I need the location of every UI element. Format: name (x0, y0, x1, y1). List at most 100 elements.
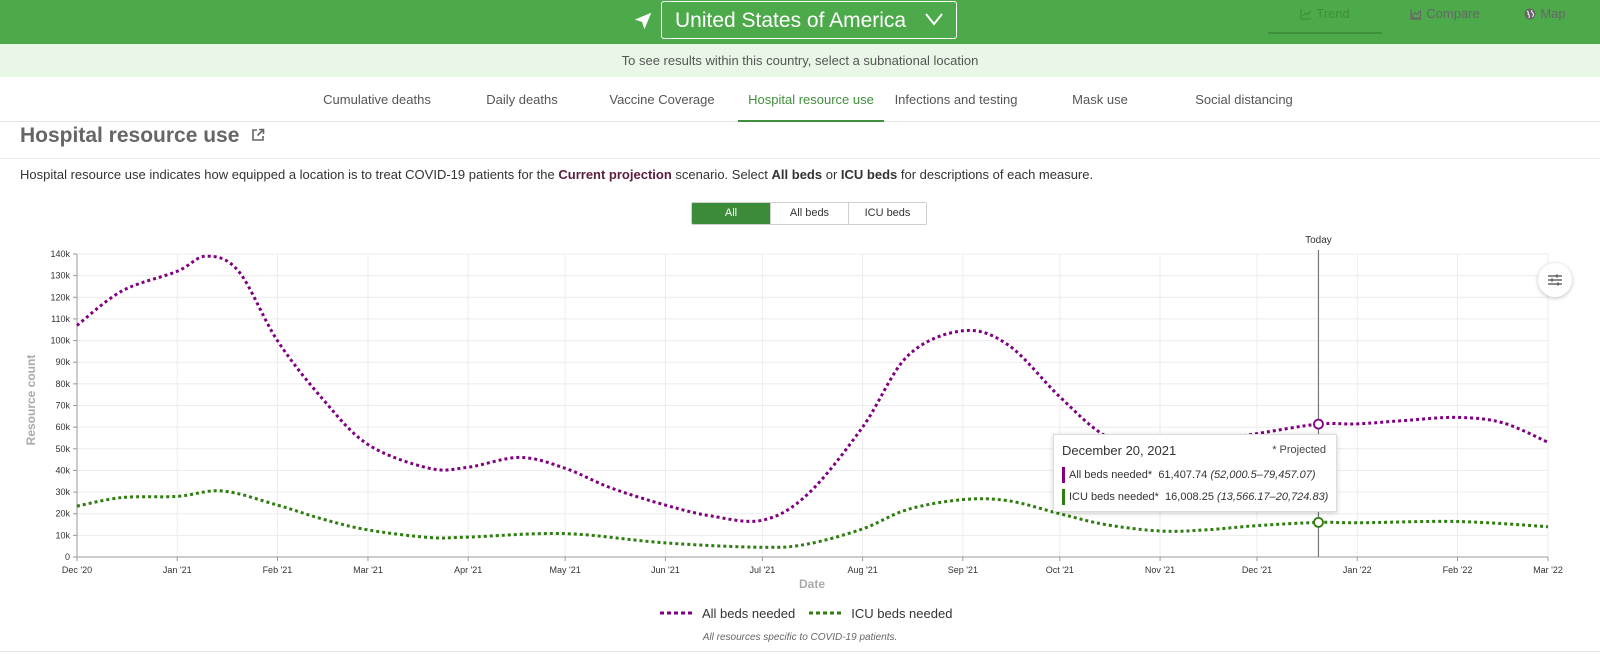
tab-infections-testing[interactable]: Infections and testing (894, 92, 1018, 107)
tooltip-row-value: 16,008.25 (1165, 491, 1214, 503)
x-tick-label: Jun '21 (651, 565, 680, 575)
view-tab-compare-label: Compare (1426, 6, 1480, 21)
x-tick-label: Nov '21 (1145, 565, 1175, 575)
legend-label: ICU beds needed (851, 605, 953, 621)
legend-label: All beds needed (702, 605, 796, 621)
y-tick-label: 10k (55, 530, 70, 540)
x-tick-label: Aug '21 (847, 565, 877, 575)
view-tab-trend[interactable]: Trend (1268, 0, 1382, 34)
toggle-icu-beds[interactable]: ICU beds (848, 203, 926, 224)
line-chart-icon (1300, 9, 1312, 20)
desc-all-beds: All beds (771, 167, 823, 182)
y-axis: 0 10k 20k 30k 40k 50k 60k 70k 80k 90k 100k 110k 120k… (50, 249, 78, 562)
y-tick-label: 130k (50, 271, 70, 281)
desc-part-1: Hospital resource use indicates how equi… (20, 167, 555, 182)
x-axis-label: Date (799, 577, 825, 591)
toggle-all-beds[interactable]: All beds (770, 203, 848, 224)
y-tick-label: 20k (55, 509, 70, 519)
legend-swatch-all-beds (660, 611, 692, 615)
divider (0, 158, 1600, 159)
tooltip-row-range: (13,566.17–20,724.83) (1217, 491, 1329, 503)
x-tick-label: Sep '21 (948, 565, 978, 575)
view-tab-compare[interactable]: Compare (1390, 0, 1500, 34)
legend-item-all-beds[interactable]: All beds needed (660, 604, 795, 622)
y-tick-label: 60k (55, 422, 70, 432)
page-title: Hospital resource use (20, 124, 240, 147)
location-select[interactable]: United States of America (661, 1, 957, 39)
toggle-all[interactable]: All (692, 203, 770, 224)
description: Hospital resource use indicates how equi… (20, 167, 1093, 182)
y-tick-label: 110k (51, 314, 70, 324)
tooltip-row-all-beds: All beds needed* 61,407.74 (52,000.5–79,… (1062, 467, 1316, 483)
view-tab-trend-label: Trend (1316, 6, 1350, 21)
tab-hospital-resource-use[interactable]: Hospital resource use (738, 80, 884, 122)
desc-part-3: for descriptions of each measure. (900, 167, 1094, 182)
tooltip-swatch (1062, 467, 1065, 483)
area-chart-icon (1410, 9, 1422, 20)
series-line-all-beds (76, 254, 1549, 523)
y-axis-label: Resource count (24, 355, 38, 446)
tooltip-row-value: 61,407.74 (1158, 469, 1208, 481)
series-line-icu-beds (76, 489, 1549, 549)
today-point (1313, 516, 1324, 528)
subnational-hint: To see results within this country, sele… (0, 44, 1600, 77)
location-select-value: United States of America (675, 9, 907, 32)
desc-icu-beds: ICU beds (840, 167, 898, 182)
y-tick-label: 50k (55, 444, 70, 454)
tab-mask-use[interactable]: Mask use (1072, 92, 1128, 107)
desc-or: or (825, 167, 838, 182)
external-link-icon[interactable] (251, 128, 265, 142)
x-tick-label: Mar '21 (353, 565, 383, 575)
x-tick-label: Oct '21 (1046, 565, 1074, 575)
y-tick-label: 70k (55, 401, 70, 411)
y-tick-label: 100k (50, 336, 70, 346)
legend-swatch-icu-beds (809, 611, 842, 615)
tooltip-projected-note: * Projected (1272, 444, 1326, 456)
x-tick-label: Feb '22 (1443, 565, 1473, 575)
tab-daily-deaths[interactable]: Daily deaths (486, 92, 558, 107)
y-tick-label: 0 (65, 552, 70, 562)
location-bar: United States of America (0, 0, 1600, 44)
tooltip-row-range: (52,000.5–79,457.07) (1210, 469, 1316, 481)
resource-chart: 0 10k 20k 30k 40k 50k 60k 70k 80k 90k 100k 110k 120k… (24, 235, 1563, 591)
tab-cumulative-deaths[interactable]: Cumulative deaths (323, 92, 431, 107)
x-tick-label: Dec '21 (1242, 565, 1272, 575)
x-tick-label: Mar '22 (1533, 565, 1563, 575)
legend: All beds needed ICU beds needed (660, 604, 966, 622)
measure-toggle: All All beds ICU beds (691, 202, 927, 225)
tab-social-distancing[interactable]: Social distancing (1195, 92, 1293, 107)
series-lines (76, 254, 1549, 549)
legend-item-icu-beds[interactable]: ICU beds needed (809, 604, 952, 622)
today-point (1313, 418, 1324, 430)
x-axis: Dec '20 Jan '21 Feb '21 Mar '21 Apr '21 May '… (62, 556, 1563, 575)
desc-scenario: Current projection (558, 167, 672, 182)
y-tick-label: 120k (50, 292, 70, 302)
x-tick-label: Feb '21 (263, 565, 293, 575)
view-tab-map[interactable]: Map (1510, 0, 1580, 34)
x-tick-label: May '21 (550, 565, 581, 575)
location-arrow-icon[interactable] (632, 10, 654, 32)
y-tick-label: 40k (55, 465, 70, 475)
desc-part-2: scenario. Select (675, 167, 768, 182)
tooltip-date: December 20, 2021 (1062, 443, 1177, 458)
chart-settings-button[interactable] (1538, 263, 1572, 297)
x-tick-label: Jan '22 (1343, 565, 1372, 575)
x-tick-label: Apr '21 (454, 565, 482, 575)
chevron-down-icon (925, 13, 943, 26)
x-tick-label: Jan '21 (163, 565, 192, 575)
tab-vaccine-coverage[interactable]: Vaccine Coverage (609, 92, 715, 107)
tooltip-swatch (1062, 489, 1065, 505)
today-label: Today (1305, 235, 1332, 246)
bottom-divider (0, 651, 1600, 652)
globe-icon (1524, 8, 1536, 20)
tooltip-row-icu-beds: ICU beds needed* 16,008.25 (13,566.17–20… (1062, 489, 1328, 505)
footnote: All resources specific to COVID-19 patie… (702, 632, 898, 643)
y-tick-label: 90k (55, 357, 70, 367)
hover-tooltip: December 20, 2021 * Projected All beds n… (1053, 434, 1337, 512)
sliders-icon (1548, 274, 1562, 286)
tooltip-row-label: All beds needed* (1069, 469, 1153, 481)
measure-tabs: Cumulative deaths Daily deaths Vaccine C… (0, 80, 1600, 122)
y-tick-label: 80k (55, 379, 70, 389)
x-tick-label: Jul '21 (750, 565, 776, 575)
x-tick-label: Dec '20 (62, 565, 92, 575)
